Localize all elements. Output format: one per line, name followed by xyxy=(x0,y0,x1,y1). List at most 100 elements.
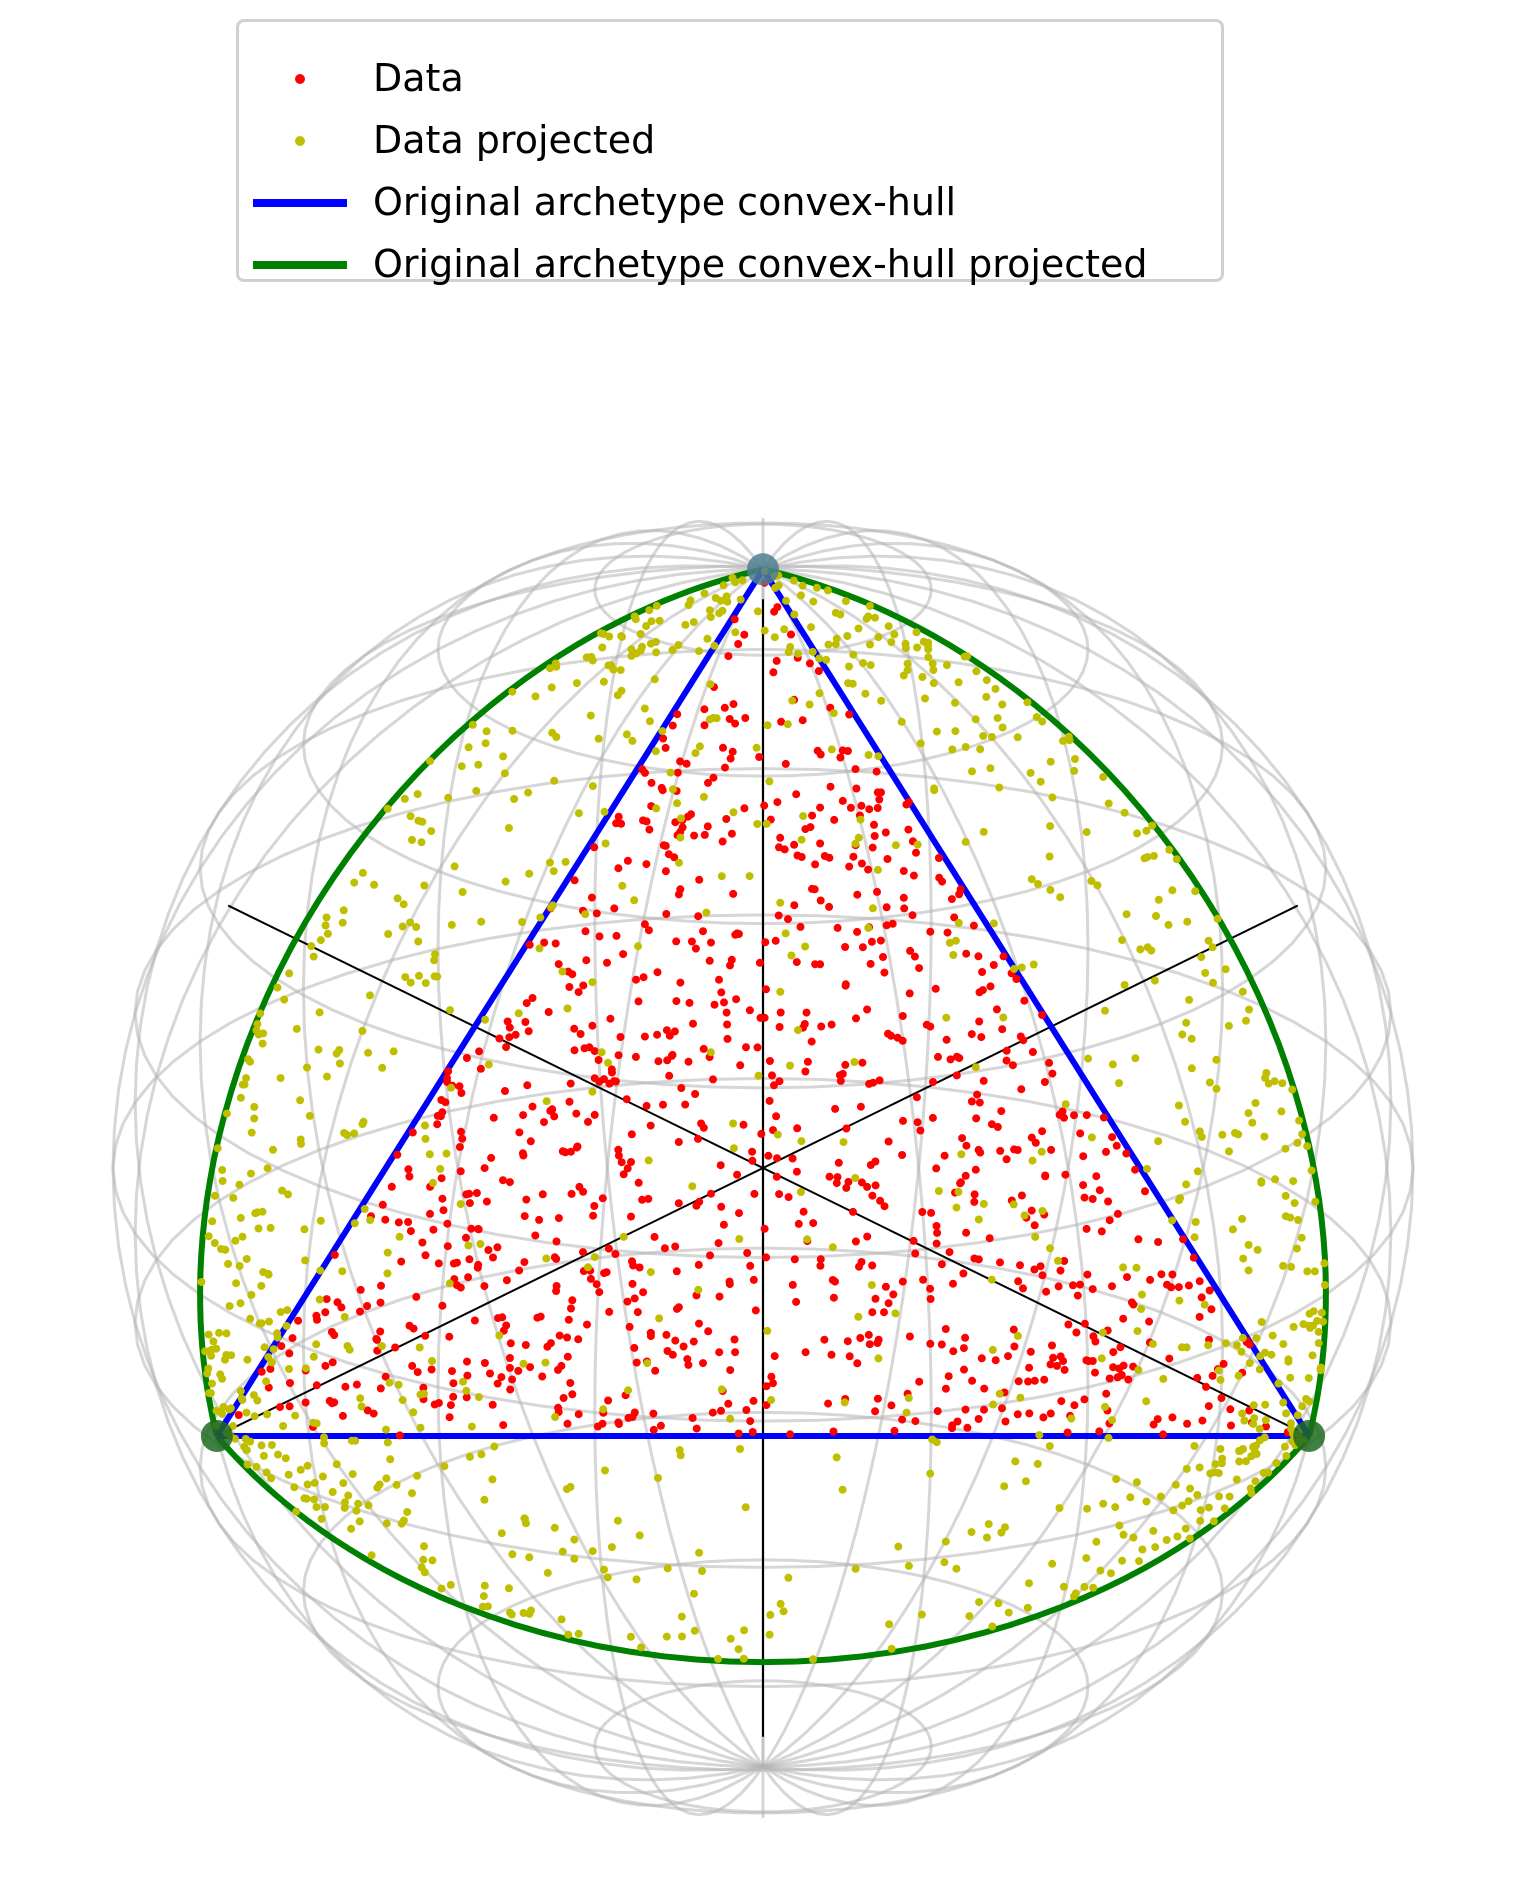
data-point xyxy=(844,1177,853,1186)
projected-point xyxy=(838,1485,847,1494)
data-point xyxy=(971,1165,980,1174)
projected-point xyxy=(309,1352,318,1361)
projected-point xyxy=(874,633,883,642)
projected-point xyxy=(1089,1583,1098,1592)
projected-point xyxy=(1172,855,1181,864)
projected-point xyxy=(1021,1477,1030,1486)
projected-point xyxy=(1013,733,1022,742)
projected-point xyxy=(989,1400,998,1409)
projected-point xyxy=(961,837,970,846)
data-point xyxy=(875,795,884,804)
projected-point xyxy=(864,923,873,932)
data-point xyxy=(977,1033,986,1042)
data-point xyxy=(845,862,854,871)
data-point xyxy=(1054,1282,1063,1291)
projected-point xyxy=(1201,969,1210,977)
data-point xyxy=(429,1225,438,1234)
data-point xyxy=(276,1403,284,1412)
projected-point xyxy=(1099,1499,1108,1508)
projected-point xyxy=(626,1632,635,1641)
projected-point xyxy=(1314,1339,1323,1348)
data-point xyxy=(526,1363,535,1372)
data-point xyxy=(929,1078,937,1086)
data-point xyxy=(493,1379,502,1388)
data-point xyxy=(628,1279,637,1288)
projected-point xyxy=(598,643,607,652)
projected-point xyxy=(1137,1305,1146,1313)
wireframe-meridian xyxy=(761,519,933,1768)
data-point xyxy=(1208,1371,1217,1380)
data-point xyxy=(709,1075,717,1084)
data-point xyxy=(727,829,736,838)
projected-point xyxy=(789,576,798,585)
projected-point xyxy=(420,1542,428,1551)
data-point xyxy=(1019,1036,1028,1045)
projected-point xyxy=(1142,1497,1151,1506)
data-point xyxy=(959,1344,968,1353)
data-point xyxy=(437,1174,446,1183)
data-point xyxy=(748,1428,757,1436)
projected-point xyxy=(786,1061,794,1070)
projected-point xyxy=(797,835,806,844)
data-point xyxy=(519,1111,528,1120)
data-point xyxy=(387,1182,396,1191)
data-point xyxy=(433,1111,442,1120)
projected-point xyxy=(1286,1213,1295,1222)
projected-point xyxy=(745,872,754,881)
projected-point xyxy=(415,971,423,980)
data-point xyxy=(762,985,770,994)
projected-point xyxy=(1279,1398,1288,1407)
data-point xyxy=(974,1415,983,1423)
projected-point xyxy=(1261,1416,1270,1425)
data-point xyxy=(476,1064,485,1073)
projected-point xyxy=(1184,1497,1193,1506)
legend-label-hull: Original archetype convex-hull xyxy=(373,180,957,224)
data-point xyxy=(933,1407,942,1416)
projected-point xyxy=(464,1241,473,1250)
projected-point xyxy=(874,1354,883,1363)
data-point xyxy=(1004,1352,1012,1361)
data-point xyxy=(937,1340,946,1349)
projected-point xyxy=(524,788,533,797)
data-point xyxy=(1036,1262,1045,1271)
projected-point xyxy=(974,1215,983,1224)
projected-point xyxy=(1205,1078,1214,1087)
projected-point xyxy=(765,777,774,786)
projected-point xyxy=(1171,1480,1180,1489)
projected-point xyxy=(476,1240,485,1248)
data-point xyxy=(1045,1058,1054,1067)
data-point xyxy=(668,1050,677,1059)
projected-point xyxy=(809,597,818,606)
data-point xyxy=(731,930,740,939)
projected-point xyxy=(315,1008,324,1017)
projected-point xyxy=(1045,852,1054,861)
data-point xyxy=(883,855,892,863)
data-point xyxy=(1112,1141,1121,1150)
data-point xyxy=(864,865,873,874)
data-point xyxy=(593,1422,602,1431)
data-point xyxy=(1159,1430,1168,1439)
data-point xyxy=(960,1365,968,1374)
projected-point xyxy=(983,1533,991,1542)
data-point xyxy=(967,1097,976,1106)
data-point xyxy=(911,1249,920,1258)
projected-point xyxy=(1314,1327,1323,1336)
data-point xyxy=(266,1364,275,1373)
data-point xyxy=(699,927,707,936)
projected-point xyxy=(1023,1603,1032,1612)
data-point xyxy=(893,1033,902,1042)
projected-point xyxy=(340,1312,349,1321)
projected-point xyxy=(1164,920,1173,929)
projected-point xyxy=(1289,1177,1298,1186)
projected-point xyxy=(284,1190,292,1199)
data-point xyxy=(932,1164,941,1173)
data-point xyxy=(755,958,764,967)
data-point xyxy=(624,1413,633,1422)
data-point xyxy=(495,1034,504,1043)
data-point xyxy=(784,1193,793,1202)
projected-point xyxy=(519,1359,528,1368)
data-point xyxy=(546,1106,555,1115)
projected-point xyxy=(340,1503,349,1512)
data-point xyxy=(574,1410,583,1419)
data-point xyxy=(551,939,560,948)
